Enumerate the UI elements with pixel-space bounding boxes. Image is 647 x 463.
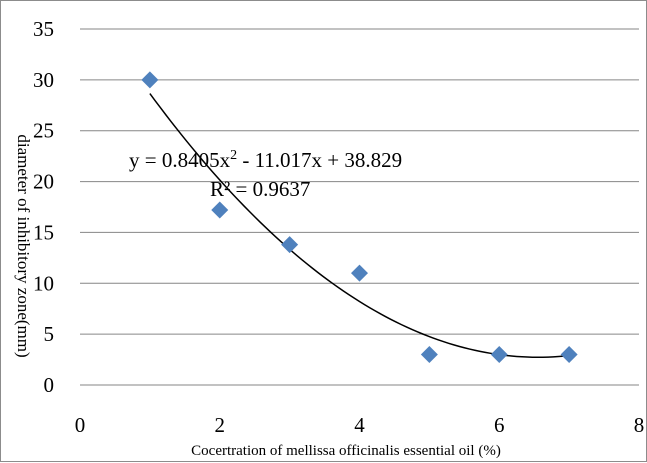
y-tick-label: 10 [33,271,54,295]
data-point [281,236,299,254]
y-tick-label: 25 [33,119,54,143]
x-tick-label: 2 [215,413,226,437]
r-squared-label: R² = 0.9637 [210,177,310,201]
x-tick-label: 0 [75,413,86,437]
x-tick-label: 8 [634,413,645,437]
data-point [420,345,438,363]
y-tick-label: 30 [33,68,54,92]
y-axis-title: diameter of inhibitory zone(mm) [14,134,33,357]
x-tick-label: 4 [354,413,365,437]
x-axis-title: Cocertration of mellissa officinalis ess… [191,443,501,459]
data-points [141,71,578,363]
trendline-equation: y = 0.8405x2 - 11.017x + 38.829 [129,148,402,172]
data-point [560,345,578,363]
trendline [149,93,570,359]
data-point [211,201,229,219]
x-tick-labels: 0 2 4 6 8 [75,413,645,437]
y-tick-labels: 0 5 10 15 20 25 30 35 [33,17,54,397]
y-tick-label: 15 [33,220,54,244]
x-tick-label: 6 [494,413,505,437]
gridlines [80,28,639,335]
y-tick-label: 0 [44,373,55,397]
y-tick-label: 5 [44,322,55,346]
data-point [490,345,508,363]
y-tick-label: 35 [33,17,54,41]
data-point [141,71,159,89]
y-tick-label: 20 [33,170,54,194]
data-point [351,264,368,282]
